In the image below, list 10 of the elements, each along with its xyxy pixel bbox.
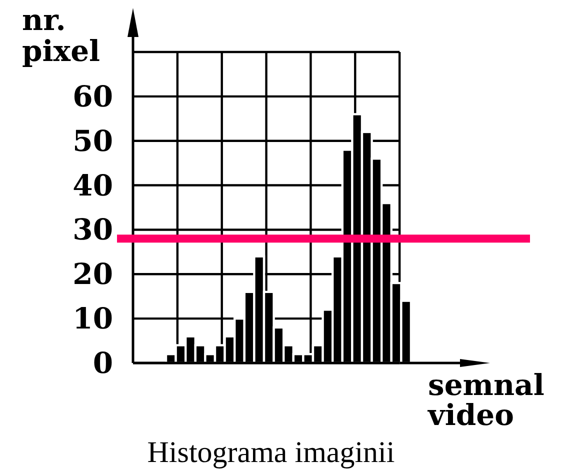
y-tick-label: 50: [72, 124, 113, 158]
y-axis-title: nr. pixel: [22, 3, 100, 68]
x-axis-title: semnal video: [427, 368, 544, 432]
text: Histograma imaginii: [147, 436, 395, 469]
y-tick-label: 10: [72, 302, 113, 336]
y-tick-label: 40: [72, 168, 113, 202]
y-tick-label: 0: [92, 346, 113, 380]
y-tick-label: 60: [72, 79, 113, 114]
y-tick-label: 30: [72, 212, 113, 247]
y-tick-label: 20: [72, 257, 113, 292]
